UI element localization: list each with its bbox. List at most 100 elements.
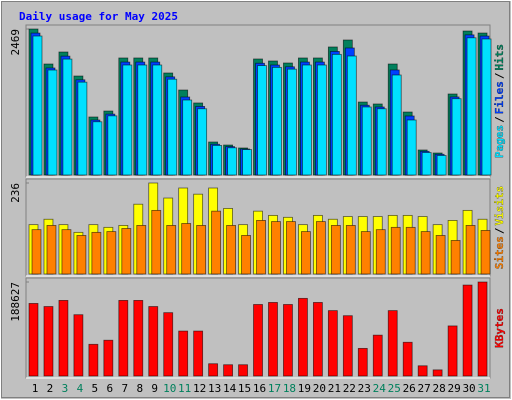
bar bbox=[122, 64, 133, 176]
legend-separator: / bbox=[493, 72, 506, 79]
bar bbox=[316, 64, 327, 176]
bar bbox=[253, 304, 263, 377]
bar bbox=[346, 55, 357, 176]
bar bbox=[331, 53, 342, 176]
bar bbox=[421, 152, 432, 176]
bar bbox=[435, 235, 446, 275]
x-tick-label: 12 bbox=[193, 382, 206, 395]
x-tick-label: 29 bbox=[447, 382, 460, 395]
x-tick-label: 23 bbox=[358, 382, 371, 395]
x-tick-label: 22 bbox=[343, 382, 356, 395]
bar bbox=[357, 347, 368, 377]
legend-entry: Sites bbox=[493, 236, 506, 269]
bar bbox=[327, 310, 338, 377]
bar bbox=[420, 231, 431, 275]
bar bbox=[148, 306, 159, 377]
x-tick-label: 14 bbox=[223, 382, 237, 395]
legend: Sites /Visits bbox=[493, 186, 506, 270]
bar bbox=[137, 64, 148, 176]
bar bbox=[390, 226, 401, 275]
bar bbox=[417, 365, 428, 377]
bar bbox=[315, 221, 326, 275]
bar bbox=[28, 303, 39, 377]
legend-entry: Pages bbox=[493, 125, 506, 158]
x-tick-label: 31 bbox=[477, 382, 490, 395]
legend-entry: Visits bbox=[493, 186, 506, 226]
bar bbox=[226, 225, 236, 275]
bar bbox=[256, 220, 266, 275]
bar bbox=[286, 221, 296, 275]
bar bbox=[257, 65, 267, 176]
bar bbox=[211, 210, 222, 275]
bar bbox=[480, 230, 491, 275]
bar bbox=[271, 221, 281, 275]
x-tick-label: 18 bbox=[283, 382, 296, 395]
bar bbox=[465, 225, 476, 275]
x-tick-label: 25 bbox=[388, 382, 401, 395]
x-tick-label: 30 bbox=[462, 382, 475, 395]
bar bbox=[62, 58, 73, 176]
bar bbox=[47, 69, 58, 176]
legend-separator: / bbox=[493, 116, 506, 123]
bar bbox=[477, 281, 488, 377]
x-tick-label: 4 bbox=[77, 382, 84, 395]
bar bbox=[88, 343, 99, 377]
bar bbox=[342, 315, 353, 377]
bar bbox=[287, 68, 297, 176]
bar bbox=[312, 302, 323, 377]
x-tick-label: 15 bbox=[238, 382, 251, 395]
x-tick-label: 16 bbox=[253, 382, 266, 395]
bar bbox=[466, 37, 477, 176]
bar bbox=[406, 119, 417, 176]
x-tick-label: 6 bbox=[107, 382, 114, 395]
x-tick-label: 27 bbox=[418, 382, 431, 395]
bar bbox=[167, 78, 178, 176]
bar bbox=[241, 235, 251, 275]
bar bbox=[76, 235, 87, 275]
bar bbox=[166, 225, 177, 275]
bar bbox=[208, 363, 219, 377]
x-tick-label: 7 bbox=[121, 382, 128, 395]
x-tick-label: 20 bbox=[313, 382, 326, 395]
legend: KBytes bbox=[493, 308, 506, 348]
x-tick-label: 5 bbox=[92, 382, 99, 395]
bar bbox=[360, 231, 371, 275]
bar bbox=[462, 284, 473, 377]
x-tick-label: 8 bbox=[136, 382, 143, 395]
bar bbox=[387, 310, 398, 377]
bar bbox=[43, 306, 54, 377]
bar bbox=[301, 231, 311, 275]
bar bbox=[268, 302, 278, 377]
max-label: 2469 bbox=[9, 29, 22, 56]
bar bbox=[375, 229, 386, 275]
bar bbox=[163, 312, 174, 377]
bar bbox=[106, 231, 117, 275]
max-label: 236 bbox=[9, 183, 22, 203]
bar bbox=[391, 74, 402, 176]
bar bbox=[133, 300, 144, 377]
bar bbox=[61, 229, 72, 275]
bar bbox=[58, 300, 69, 377]
bar bbox=[182, 99, 193, 176]
x-tick-label: 13 bbox=[208, 382, 221, 395]
x-tick-label: 1 bbox=[32, 382, 39, 395]
bar bbox=[197, 108, 208, 176]
legend: Pages/Files/Hits bbox=[493, 44, 506, 158]
bar bbox=[481, 38, 492, 176]
x-tick-label: 24 bbox=[373, 382, 387, 395]
bar bbox=[193, 330, 204, 377]
bar bbox=[238, 364, 248, 377]
x-tick-label: 11 bbox=[178, 382, 191, 395]
bar bbox=[242, 149, 252, 176]
x-tick-label: 28 bbox=[433, 382, 446, 395]
x-tick-label: 3 bbox=[62, 382, 69, 395]
legend-entry: KBytes bbox=[493, 308, 506, 348]
bar bbox=[152, 64, 163, 176]
bar bbox=[272, 66, 282, 176]
bar bbox=[432, 369, 443, 377]
bar bbox=[212, 145, 223, 176]
x-tick-label: 21 bbox=[328, 382, 341, 395]
max-label: 188627 bbox=[9, 282, 22, 322]
bar bbox=[283, 304, 293, 377]
